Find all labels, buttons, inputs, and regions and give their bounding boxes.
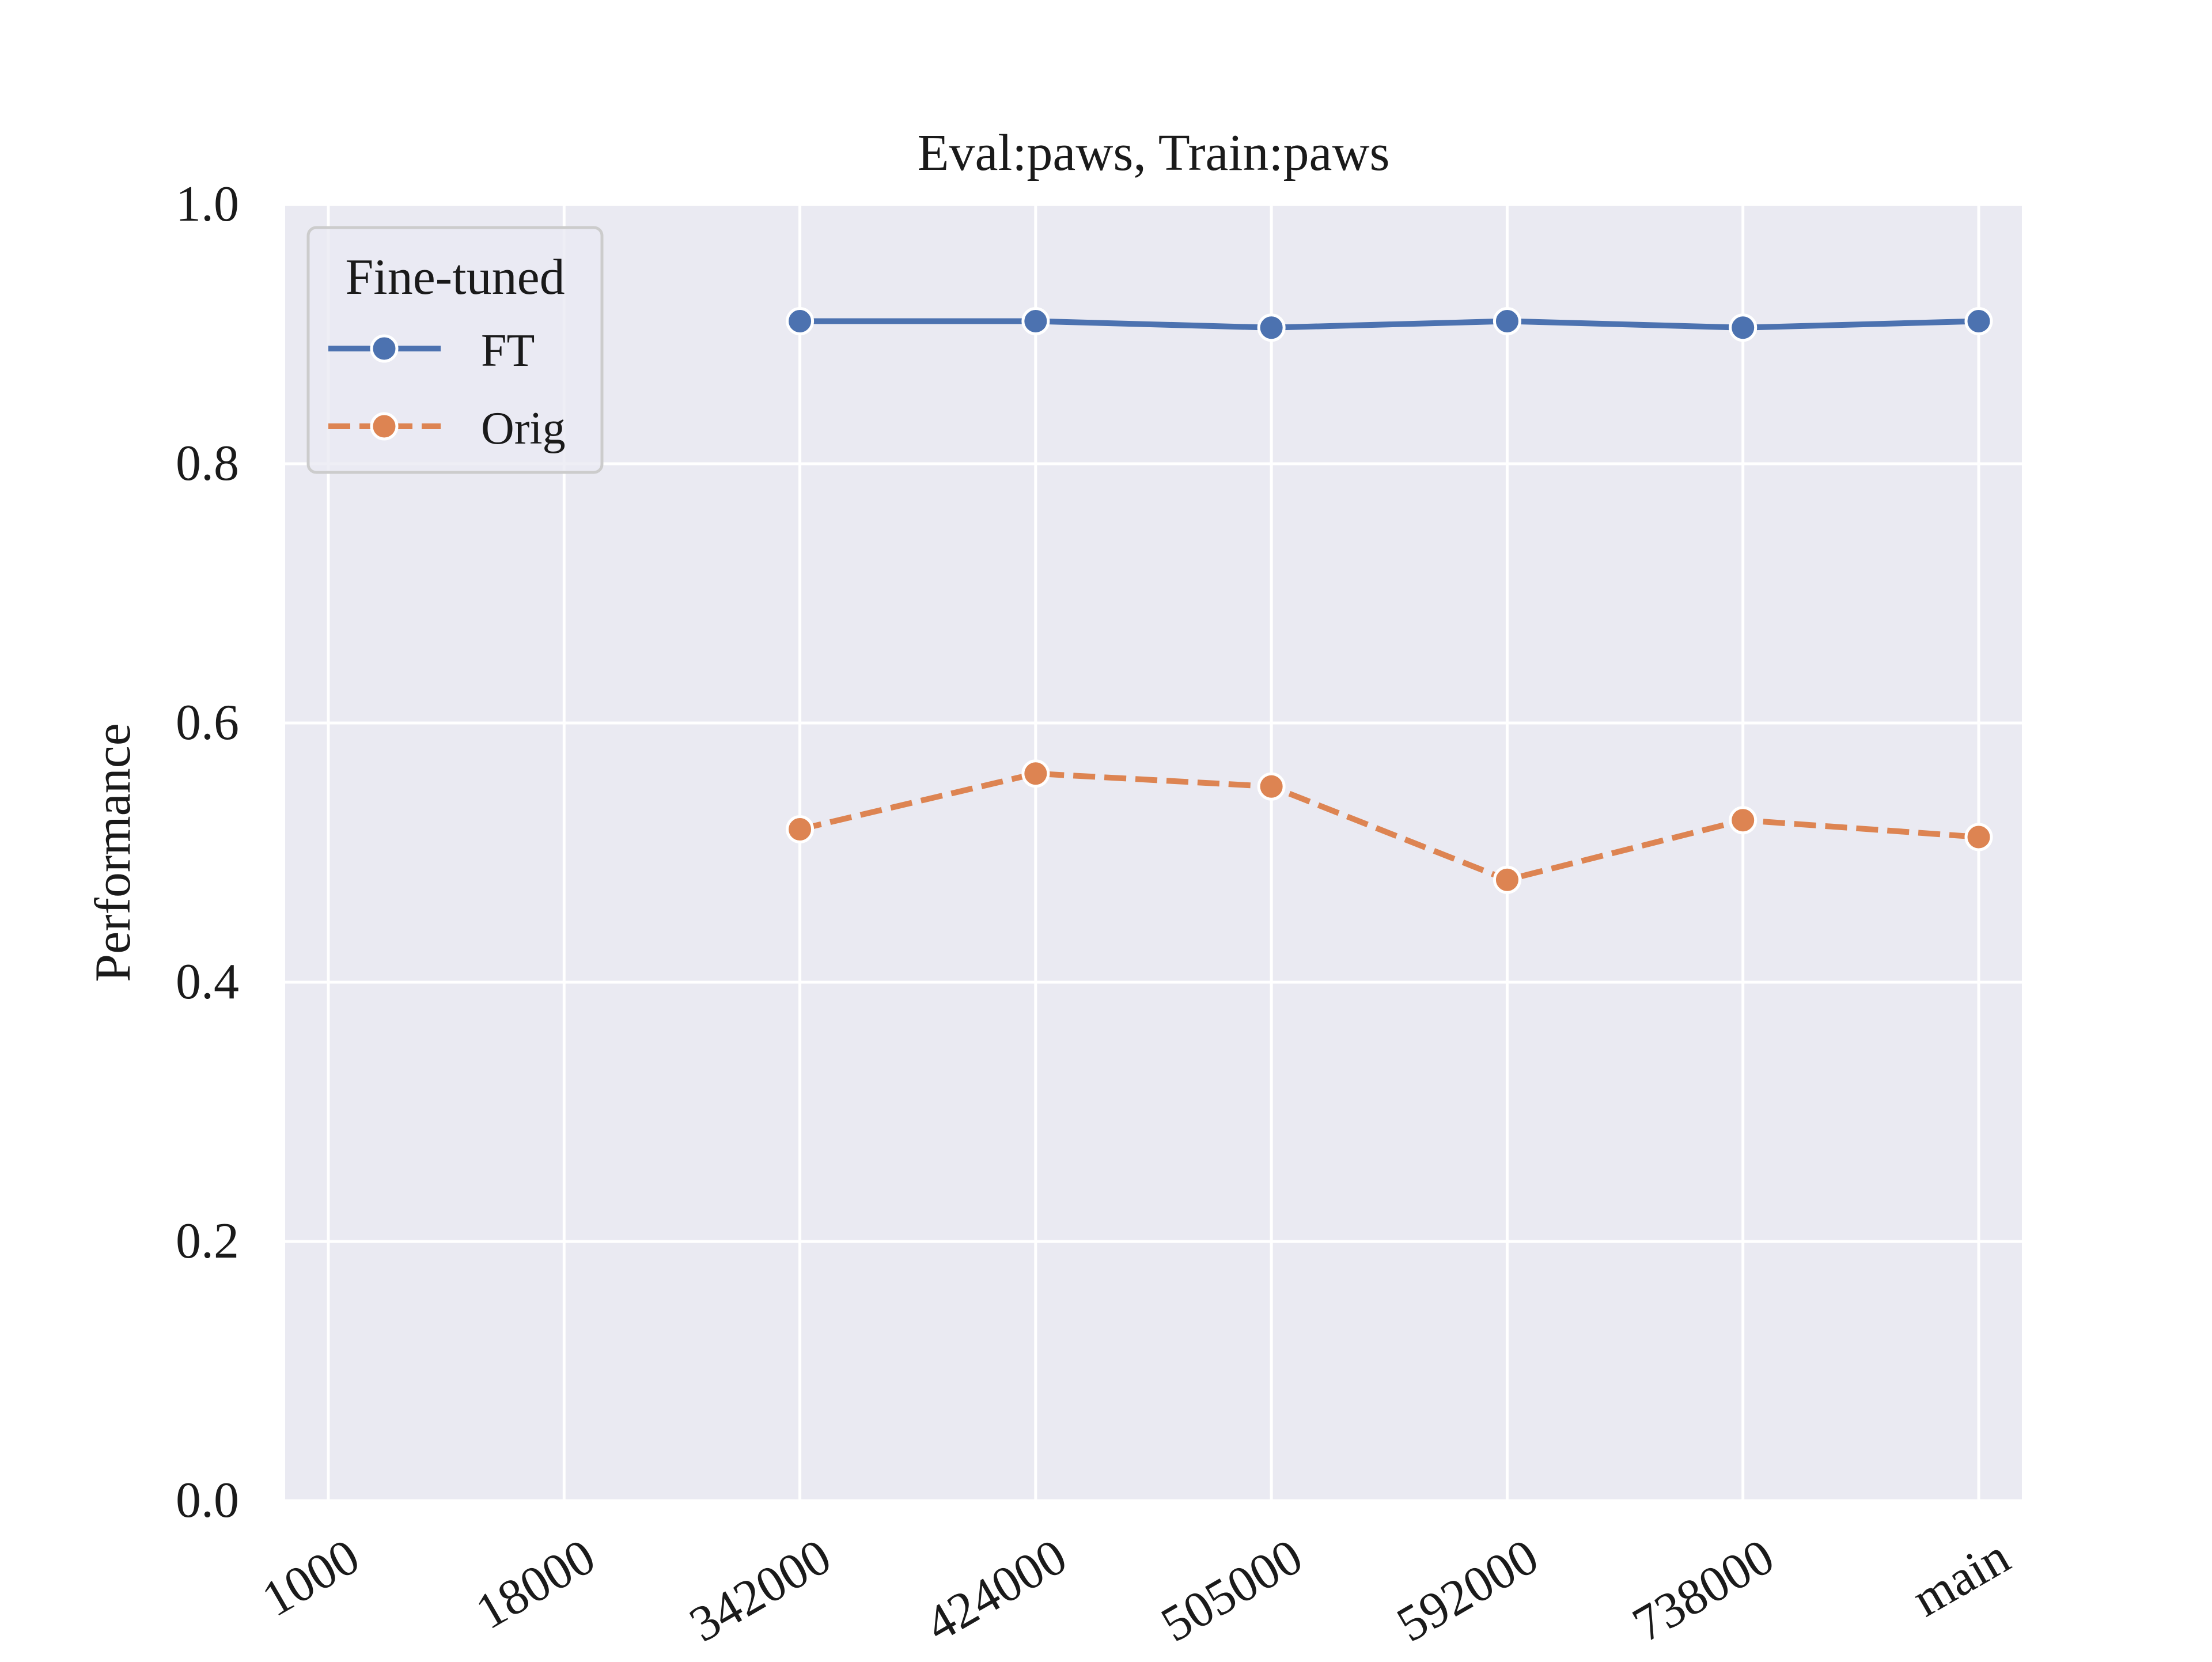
- x-tick-label: 505000: [1152, 1528, 1312, 1653]
- y-tick-label: 0.6: [176, 695, 239, 751]
- x-tick-label: 18000: [467, 1528, 604, 1640]
- series-layer: [786, 307, 1993, 894]
- data-point: [1021, 307, 1050, 335]
- y-tick-label: 0.4: [176, 954, 239, 1010]
- x-tick-label: 1000: [253, 1528, 369, 1627]
- x-tick-label: 738000: [1624, 1528, 1783, 1653]
- series-orig: [786, 759, 1993, 894]
- legend-marker: [370, 334, 399, 363]
- legend-marker: [370, 412, 399, 441]
- y-tick-label: 0.0: [176, 1472, 239, 1528]
- data-point: [1964, 823, 1993, 851]
- data-point: [1021, 759, 1050, 788]
- x-tick-label: 342000: [680, 1528, 840, 1653]
- data-point: [1257, 772, 1286, 801]
- series-line: [799, 770, 1979, 883]
- legend-label: FT: [481, 325, 535, 376]
- grid-lines: [285, 203, 2022, 1502]
- y-axis-label: Performance: [85, 723, 141, 982]
- legend-box: [306, 226, 604, 474]
- data-point: [1729, 313, 1758, 342]
- data-point: [1729, 806, 1758, 835]
- legend-entry-ft: FT: [328, 325, 535, 376]
- legend-label: Orig: [481, 403, 566, 454]
- legend: Fine-tuned FT Orig: [306, 226, 604, 474]
- data-point: [786, 307, 815, 335]
- x-tick-label: 424000: [916, 1528, 1076, 1653]
- x-tick-label: 592000: [1388, 1528, 1547, 1653]
- data-point: [1493, 865, 1521, 894]
- data-point: [1493, 307, 1521, 335]
- legend-entry-orig: Orig: [328, 403, 566, 454]
- legend-title: Fine-tuned: [345, 249, 565, 305]
- y-tick-label: 0.8: [176, 436, 239, 491]
- series-line: [800, 318, 1979, 331]
- chart-title: Eval:paws, Train:paws: [918, 124, 1390, 181]
- data-point: [1964, 307, 1993, 335]
- y-axis-ticks: 0.0 0.2 0.4 0.6 0.8 1.0: [176, 176, 239, 1528]
- legend-entries: FT Orig: [328, 325, 566, 454]
- series-ft: [786, 307, 1993, 342]
- x-tick-label: main: [1903, 1528, 2019, 1627]
- y-tick-label: 0.2: [176, 1213, 239, 1269]
- y-tick-label: 1.0: [176, 176, 239, 232]
- data-point: [786, 815, 815, 843]
- x-axis-ticks: 1000 18000 342000 424000 505000 592000 738000 m…: [253, 1528, 2019, 1653]
- data-point: [1257, 313, 1286, 342]
